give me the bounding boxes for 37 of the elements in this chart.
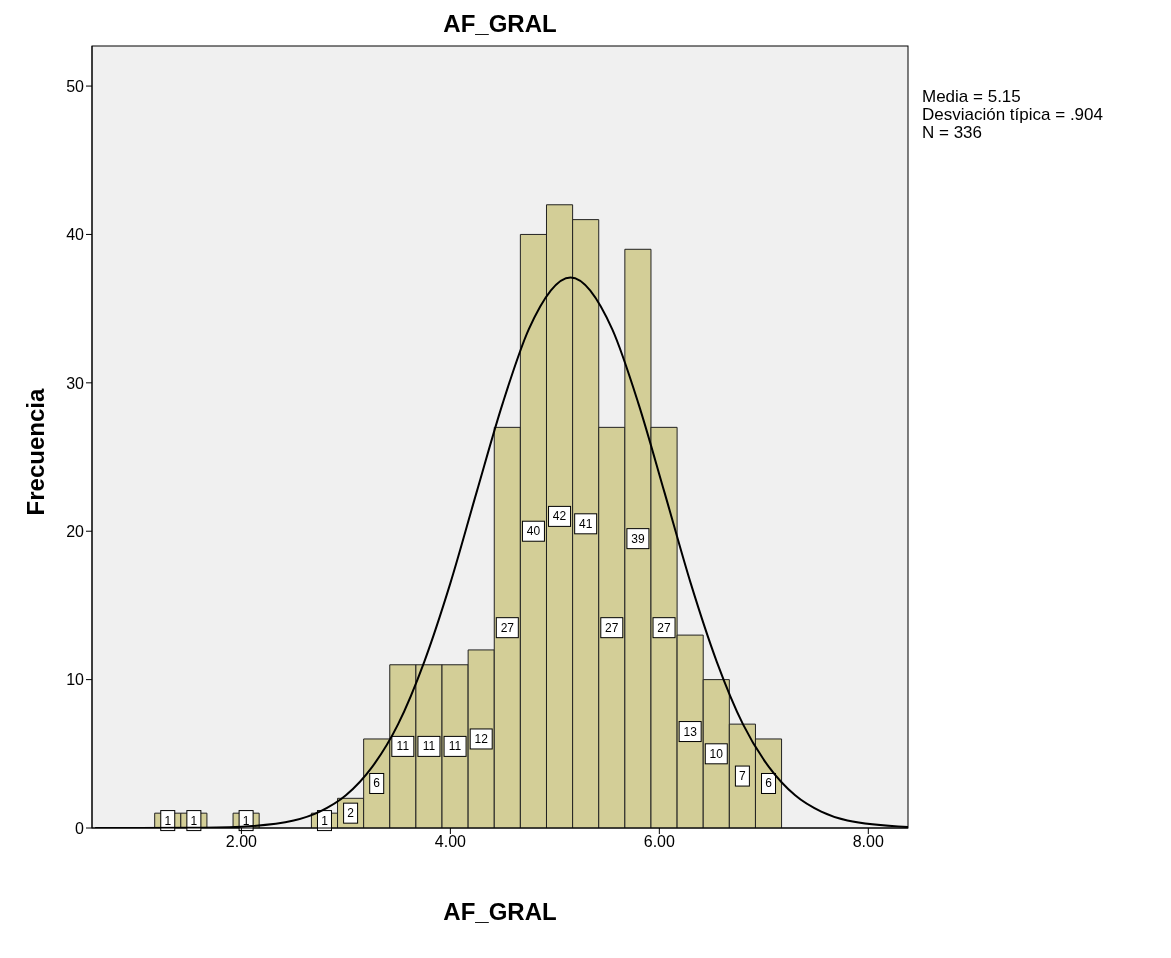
- x-tick-label: 6.00: [643, 833, 676, 851]
- data-label: 6: [765, 776, 773, 791]
- text: N = 336: [922, 123, 983, 142]
- data-label: 27: [605, 620, 619, 635]
- data-label: 1: [190, 813, 198, 828]
- data-label: 7: [739, 769, 747, 784]
- data-label: 11: [448, 739, 462, 754]
- x-tick-label: 8.00: [852, 833, 884, 851]
- text: Media = 5.15: [922, 87, 1022, 106]
- data-label: 27: [657, 620, 672, 635]
- chart-title: AF_GRAL: [442, 10, 558, 38]
- x-tick-label: 4.00: [434, 833, 467, 851]
- data-label: 1: [242, 813, 250, 828]
- y-tick-label: 0: [75, 819, 85, 837]
- data-label: 42: [552, 509, 567, 524]
- data-label: 13: [683, 724, 698, 739]
- data-label: 11: [396, 739, 410, 754]
- x-axis-title: AF_GRAL: [442, 898, 558, 926]
- data-label: 12: [474, 731, 489, 746]
- y-tick-label: 20: [66, 522, 85, 540]
- y-tick-label: 10: [66, 671, 85, 689]
- data-label: 6: [373, 776, 381, 791]
- data-label: 1: [164, 813, 172, 828]
- data-label: 11: [422, 739, 436, 754]
- y-tick-label: 50: [66, 77, 85, 95]
- data-label: 40: [526, 524, 541, 539]
- data-label: 1: [321, 813, 329, 828]
- data-label: 10: [709, 746, 724, 761]
- y-tick-label: 40: [66, 226, 85, 244]
- data-label: 2: [347, 806, 355, 821]
- data-label: 41: [579, 516, 593, 531]
- data-label: 27: [500, 620, 515, 635]
- y-tick-label: 30: [66, 374, 85, 392]
- data-label: 39: [631, 531, 645, 546]
- x-tick-label: 2.00: [225, 833, 258, 851]
- text: Desviación típica = .904: [922, 105, 1103, 124]
- y-axis-title: Frecuencia: [22, 387, 50, 518]
